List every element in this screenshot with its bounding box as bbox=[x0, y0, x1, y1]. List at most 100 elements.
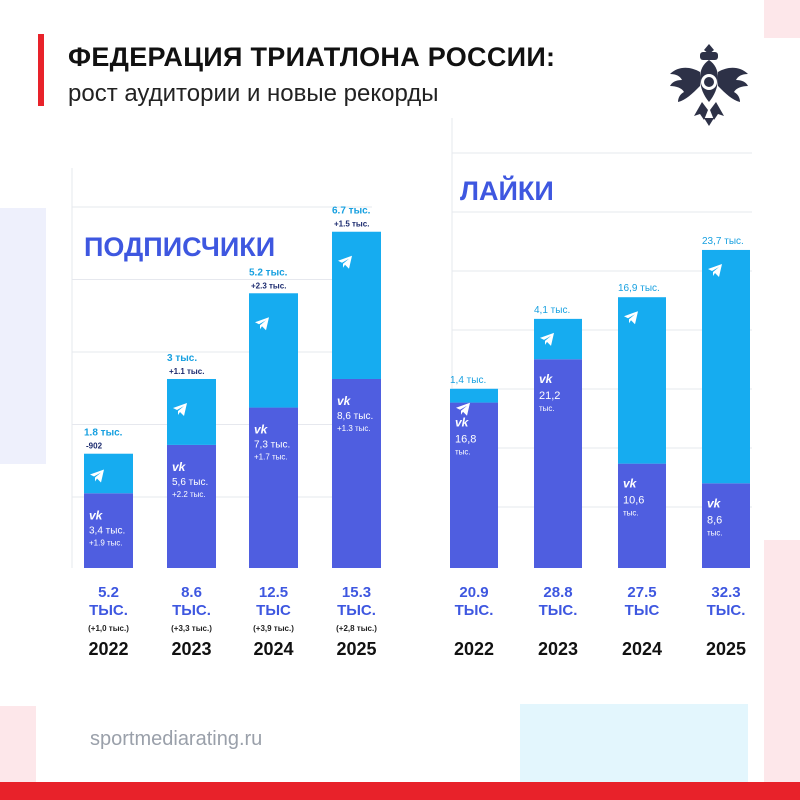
total-value: 8.6 bbox=[181, 584, 202, 601]
page-subtitle: рост аудитории и новые рекорды bbox=[68, 80, 439, 107]
year-label: 2025 bbox=[706, 639, 746, 659]
year-label: 2023 bbox=[171, 639, 211, 659]
emblem-icon bbox=[670, 44, 748, 126]
telegram-icon bbox=[173, 402, 187, 416]
telegram-icon-shape bbox=[173, 402, 187, 416]
vk-change-label: +1.3 тыс. bbox=[337, 424, 371, 433]
bar-vk bbox=[167, 444, 216, 568]
vk-change-label: +2.2 тыс. bbox=[172, 490, 206, 499]
vk-icon: vk bbox=[455, 416, 470, 430]
vk-icon: vk bbox=[539, 372, 554, 386]
total-value: 12.5 bbox=[259, 584, 288, 601]
deco-lightblue-bottom bbox=[520, 704, 748, 782]
total-unit: ТЫС. bbox=[455, 602, 494, 619]
telegram-change-label: +1.1 тыс. bbox=[169, 367, 204, 376]
chart-title: ЛАЙКИ bbox=[460, 175, 554, 206]
telegram-icon bbox=[624, 311, 638, 325]
year-label: 2025 bbox=[336, 639, 376, 659]
total-unit: ТЫС bbox=[625, 602, 660, 619]
telegram-icon bbox=[255, 317, 269, 331]
vk-icon: vk bbox=[623, 477, 638, 491]
telegram-icon-shape bbox=[708, 263, 722, 277]
footer-accent-bar bbox=[0, 782, 800, 800]
telegram-icon-shape bbox=[624, 311, 638, 325]
vk-value-label: 5,6 тыс. bbox=[172, 477, 208, 488]
telegram-icon-shape bbox=[456, 402, 470, 416]
year-label: 2023 bbox=[538, 639, 578, 659]
bar-telegram bbox=[618, 297, 666, 464]
total-change: (+3,3 тыс.) bbox=[171, 624, 212, 633]
total-value: 28.8 bbox=[543, 584, 572, 601]
year-label: 2024 bbox=[622, 639, 662, 659]
telegram-icon bbox=[540, 332, 554, 346]
bar-vk bbox=[84, 493, 133, 568]
total-unit: ТЫС. bbox=[172, 602, 211, 619]
footer-source: sportmediarating.ru bbox=[90, 728, 263, 750]
vk-value-label: 21,2 bbox=[539, 390, 560, 402]
telegram-value-label: 5.2 тыс. bbox=[249, 267, 288, 278]
vk-value-label: 16,8 bbox=[455, 434, 476, 446]
vk-unit-label: тыс. bbox=[455, 448, 471, 457]
telegram-value-label: 3 тыс. bbox=[167, 353, 197, 364]
title-accent-bar bbox=[38, 34, 44, 106]
telegram-value-label: 4,1 тыс. bbox=[534, 305, 570, 316]
chart-title: ПОДПИСЧИКИ bbox=[84, 232, 275, 262]
bar-telegram bbox=[450, 388, 498, 403]
vk-icon: vk bbox=[254, 423, 269, 437]
bar-vk bbox=[249, 407, 298, 568]
telegram-value-label: 1,4 тыс. bbox=[450, 375, 486, 386]
telegram-icon-shape bbox=[255, 317, 269, 331]
vk-change-label: +1.9 тыс. bbox=[89, 538, 123, 547]
bar-telegram bbox=[167, 378, 216, 445]
telegram-icon bbox=[708, 263, 722, 277]
bar-telegram bbox=[702, 249, 750, 484]
bar-vk bbox=[450, 402, 498, 568]
bar-telegram bbox=[84, 453, 133, 494]
vk-value-label: 8,6 тыс. bbox=[337, 411, 373, 422]
telegram-icon bbox=[456, 402, 470, 416]
total-value: 20.9 bbox=[459, 584, 488, 601]
bar-vk bbox=[618, 463, 666, 568]
total-value: 27.5 bbox=[627, 584, 656, 601]
total-unit: ТЫС. bbox=[337, 602, 376, 619]
deco-pink-bottom-left bbox=[0, 706, 36, 782]
telegram-change-label: -902 bbox=[86, 442, 103, 451]
vk-value-label: 10,6 bbox=[623, 495, 644, 507]
telegram-change-label: +2.3 тыс. bbox=[251, 281, 286, 290]
vk-icon: vk bbox=[172, 460, 187, 474]
telegram-value-label: 1.8 тыс. bbox=[84, 428, 123, 439]
total-unit: ТЫС. bbox=[89, 602, 128, 619]
telegram-icon bbox=[338, 255, 352, 269]
vk-unit-label: тыс. bbox=[623, 509, 639, 518]
deco-pink-top-right bbox=[764, 0, 800, 38]
vk-value-label: 7,3 тыс. bbox=[254, 440, 290, 451]
total-unit: ТЫС. bbox=[539, 602, 578, 619]
bar-telegram bbox=[332, 231, 381, 379]
total-unit: ТЫС. bbox=[707, 602, 746, 619]
vk-change-label: +1.7 тыс. bbox=[254, 453, 288, 462]
bar-vk bbox=[332, 378, 381, 568]
telegram-icon bbox=[90, 469, 104, 483]
vk-unit-label: тыс. bbox=[707, 528, 723, 537]
telegram-icon-shape bbox=[338, 255, 352, 269]
total-change: (+3,9 тыс.) bbox=[253, 624, 294, 633]
vk-icon: vk bbox=[337, 394, 352, 408]
vk-unit-label: тыс. bbox=[539, 404, 555, 413]
vk-value-label: 3,4 тыс. bbox=[89, 525, 125, 536]
vk-icon: vk bbox=[707, 496, 722, 510]
deco-pink-right bbox=[764, 540, 800, 782]
bar-telegram bbox=[249, 293, 298, 408]
telegram-value-label: 16,9 тыс. bbox=[618, 283, 660, 294]
total-unit: ТЫС bbox=[256, 602, 291, 619]
page-title: ФЕДЕРАЦИЯ ТРИАТЛОНА РОССИИ: bbox=[68, 42, 556, 72]
bar-telegram bbox=[534, 318, 582, 360]
telegram-value-label: 23,7 тыс. bbox=[702, 236, 744, 247]
year-label: 2024 bbox=[253, 639, 293, 659]
deco-lavender-left bbox=[0, 208, 46, 464]
year-label: 2022 bbox=[88, 639, 128, 659]
vk-icon: vk bbox=[89, 508, 104, 522]
total-change: (+1,0 тыс.) bbox=[88, 624, 129, 633]
bar-vk bbox=[702, 483, 750, 568]
total-value: 32.3 bbox=[711, 584, 740, 601]
